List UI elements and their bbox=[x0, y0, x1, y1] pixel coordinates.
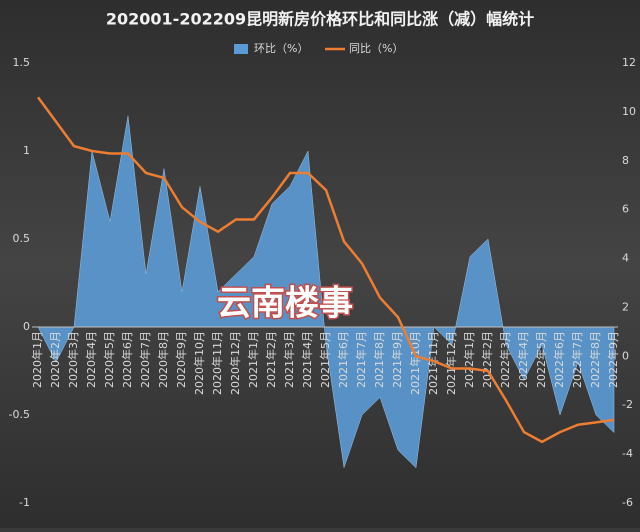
x-tick-label: 2022年3月 bbox=[498, 331, 512, 388]
x-tick-label: 2022年6月 bbox=[552, 331, 566, 388]
legend-label: 同比（%） bbox=[349, 42, 403, 55]
x-tick-label: 2021年3月 bbox=[282, 331, 296, 388]
y-tick-label: 0.5 bbox=[13, 232, 31, 245]
x-tick-label: 2021年6月 bbox=[336, 331, 350, 388]
x-tick-label: 2021年1月 bbox=[246, 331, 260, 388]
x-tick-label: 2022年8月 bbox=[588, 331, 602, 388]
watermark: 云南楼事 bbox=[217, 284, 353, 324]
x-tick-label: 2021年8月 bbox=[372, 331, 386, 388]
x-tick-label: 2020年10月 bbox=[192, 331, 206, 395]
y-tick-label: 1 bbox=[23, 144, 30, 157]
line bbox=[36, 96, 615, 444]
x-tick-label: 2020年12月 bbox=[228, 331, 242, 395]
x-tick-label: 2021年2月 bbox=[264, 331, 278, 388]
y2-tick-label: 8 bbox=[622, 154, 629, 167]
y2-tick-label: 12 bbox=[622, 56, 636, 69]
x-tick-label: 2020年9月 bbox=[174, 331, 188, 388]
y-tick-label: 1.5 bbox=[13, 56, 31, 69]
y2-tick-label: 0 bbox=[622, 349, 629, 362]
x-tick-label: 2022年7月 bbox=[570, 331, 584, 388]
x-tick-label: 2022年1月 bbox=[462, 331, 476, 388]
y-tick-label: 0 bbox=[23, 320, 30, 333]
y2-tick-label: -4 bbox=[622, 447, 633, 460]
x-tick-label: 2020年6月 bbox=[120, 331, 134, 388]
x-tick-label: 2020年5月 bbox=[102, 331, 116, 388]
x-tick-label: 2022年9月 bbox=[606, 331, 620, 388]
x-tick-label: 2020年8月 bbox=[156, 331, 170, 388]
x-tick-label: 2021年12月 bbox=[444, 331, 458, 395]
x-tick-label: 2021年5月 bbox=[318, 331, 332, 388]
legend-swatch bbox=[234, 44, 248, 54]
x-tick-label: 2020年11月 bbox=[210, 331, 224, 395]
y-tick-label: -0.5 bbox=[9, 408, 30, 421]
y2-tick-label: 10 bbox=[622, 105, 636, 118]
chart-title: 202001-202209昆明新房价格环比和同比涨（减）幅统计 bbox=[106, 10, 534, 29]
y-tick-label: -1 bbox=[19, 496, 30, 509]
x-tick-label: 2020年7月 bbox=[138, 331, 152, 388]
x-tick-label: 2020年2月 bbox=[48, 331, 62, 388]
x-tick-label: 2021年7月 bbox=[354, 331, 368, 388]
x-tick-label: 2022年4月 bbox=[516, 331, 530, 388]
x-tick-label: 2021年11月 bbox=[426, 331, 440, 395]
x-tick-label: 2020年3月 bbox=[66, 331, 80, 388]
x-tick-label: 2020年1月 bbox=[30, 331, 44, 388]
legend-label: 环比（%） bbox=[254, 42, 308, 55]
x-tick-label: 2020年4月 bbox=[84, 331, 98, 388]
x-tick-label: 2021年9月 bbox=[390, 331, 404, 388]
y2-tick-label: 4 bbox=[622, 252, 629, 265]
x-tick-label: 2021年4月 bbox=[300, 331, 314, 388]
y2-tick-label: -6 bbox=[622, 496, 633, 509]
y2-tick-label: -2 bbox=[622, 398, 633, 411]
y2-tick-label: 6 bbox=[622, 203, 629, 216]
area bbox=[37, 115, 615, 469]
y2-tick-label: 2 bbox=[622, 300, 629, 313]
x-tick-label: 2022年5月 bbox=[534, 331, 548, 388]
